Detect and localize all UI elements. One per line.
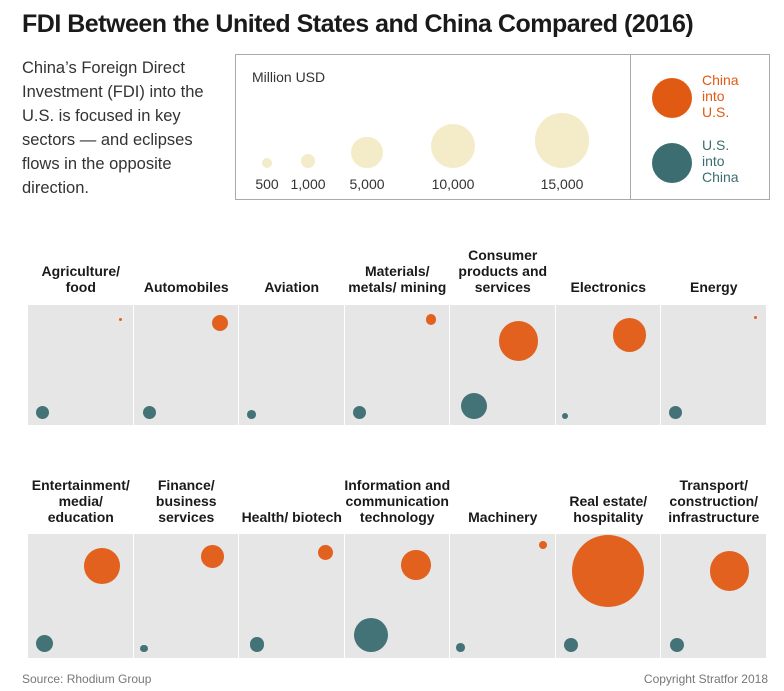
legend-size-bubble [262, 158, 272, 168]
category-label: Machinery [468, 509, 538, 525]
us-into-china-bubble [249, 637, 265, 652]
us-into-china-bubble [352, 405, 366, 419]
chart-title: FDI Between the United States and China … [22, 10, 694, 38]
us-into-china-bubble [247, 410, 256, 419]
category-panel [450, 534, 556, 658]
category-label: Information and communication technology [344, 477, 451, 525]
copyright-note: Copyright Stratfor 2018 [643, 672, 768, 686]
china-into-us-bubble [84, 548, 120, 585]
china-into-us-bubble [211, 314, 229, 332]
us-into-china-bubble [142, 405, 156, 419]
category-label: Finance/ business services [155, 477, 217, 525]
category-panel [661, 305, 767, 425]
us-into-china-bubble [36, 405, 50, 419]
us-into-china-bubble [669, 405, 683, 419]
category-label: Transport/ construction/ infrastructure [668, 477, 760, 525]
china-into-us-bubble [401, 550, 431, 580]
us-into-china-key-swatch [652, 143, 692, 183]
category-label: Energy [690, 279, 738, 295]
legend-size-label: 500 [255, 176, 279, 192]
china-into-us-bubble [119, 317, 123, 321]
legend-size-bubble [351, 136, 383, 168]
category-label: Health/ biotech [241, 509, 342, 525]
china-into-us-key-swatch [652, 78, 692, 118]
china-into-us-key-label: China into U.S. [702, 72, 739, 120]
us-into-china-bubble [353, 618, 388, 652]
us-into-china-bubble [561, 412, 569, 419]
legend: Million USD 500 1,000 5,000 10,000 15,000 Ch… [235, 54, 770, 200]
us-into-china-bubble [36, 634, 54, 652]
category-panel [344, 305, 450, 425]
category-panel [28, 305, 134, 425]
us-into-china-bubble [564, 637, 579, 652]
china-into-us-bubble [572, 535, 645, 608]
category-label: Consumer products and services [458, 247, 548, 295]
legend-size-label: 10,000 [431, 176, 475, 192]
china-into-us-bubble [709, 551, 750, 592]
china-into-us-bubble [425, 313, 437, 325]
china-into-us-bubble [612, 318, 646, 352]
china-into-us-bubble [201, 544, 224, 568]
china-into-us-bubble [498, 321, 539, 361]
us-into-china-bubble [461, 393, 488, 419]
category-label: Aviation [264, 279, 320, 295]
legend-size-bubble [300, 153, 316, 168]
us-into-china-bubble [140, 644, 148, 652]
category-label: Materials/ metals/ mining [348, 263, 447, 295]
china-into-us-bubble [317, 544, 334, 561]
category-label: Automobiles [143, 279, 229, 295]
category-panel [661, 534, 767, 658]
legend-size-bubble [430, 123, 476, 168]
category-label: Electronics [570, 279, 646, 295]
category-label: Entertainment/ media/ education [31, 477, 130, 525]
legend-divider [630, 55, 631, 199]
category-panel [133, 534, 239, 658]
china-into-us-bubble [538, 540, 547, 550]
us-into-china-bubble [669, 637, 684, 652]
legend-size-label: 5,000 [349, 176, 385, 192]
category-panel [555, 305, 661, 425]
category-label: Real estate/ hospitality [569, 493, 648, 525]
legend-size-label: 15,000 [540, 176, 584, 192]
us-into-china-bubble [456, 643, 465, 652]
legend-size-label: 1,000 [290, 176, 326, 192]
category-label: Agriculture/ food [41, 263, 121, 295]
legend-size-bubble [534, 113, 590, 168]
chart-subtitle: China’s Foreign Direct Investment (FDI) … [22, 59, 204, 197]
us-into-china-key-label: U.S. into China [702, 137, 739, 185]
legend-unit-label: Million USD [252, 69, 326, 85]
category-panel [239, 305, 345, 425]
china-into-us-bubble [754, 315, 758, 319]
source-note: Source: Rhodium Group [22, 672, 152, 686]
